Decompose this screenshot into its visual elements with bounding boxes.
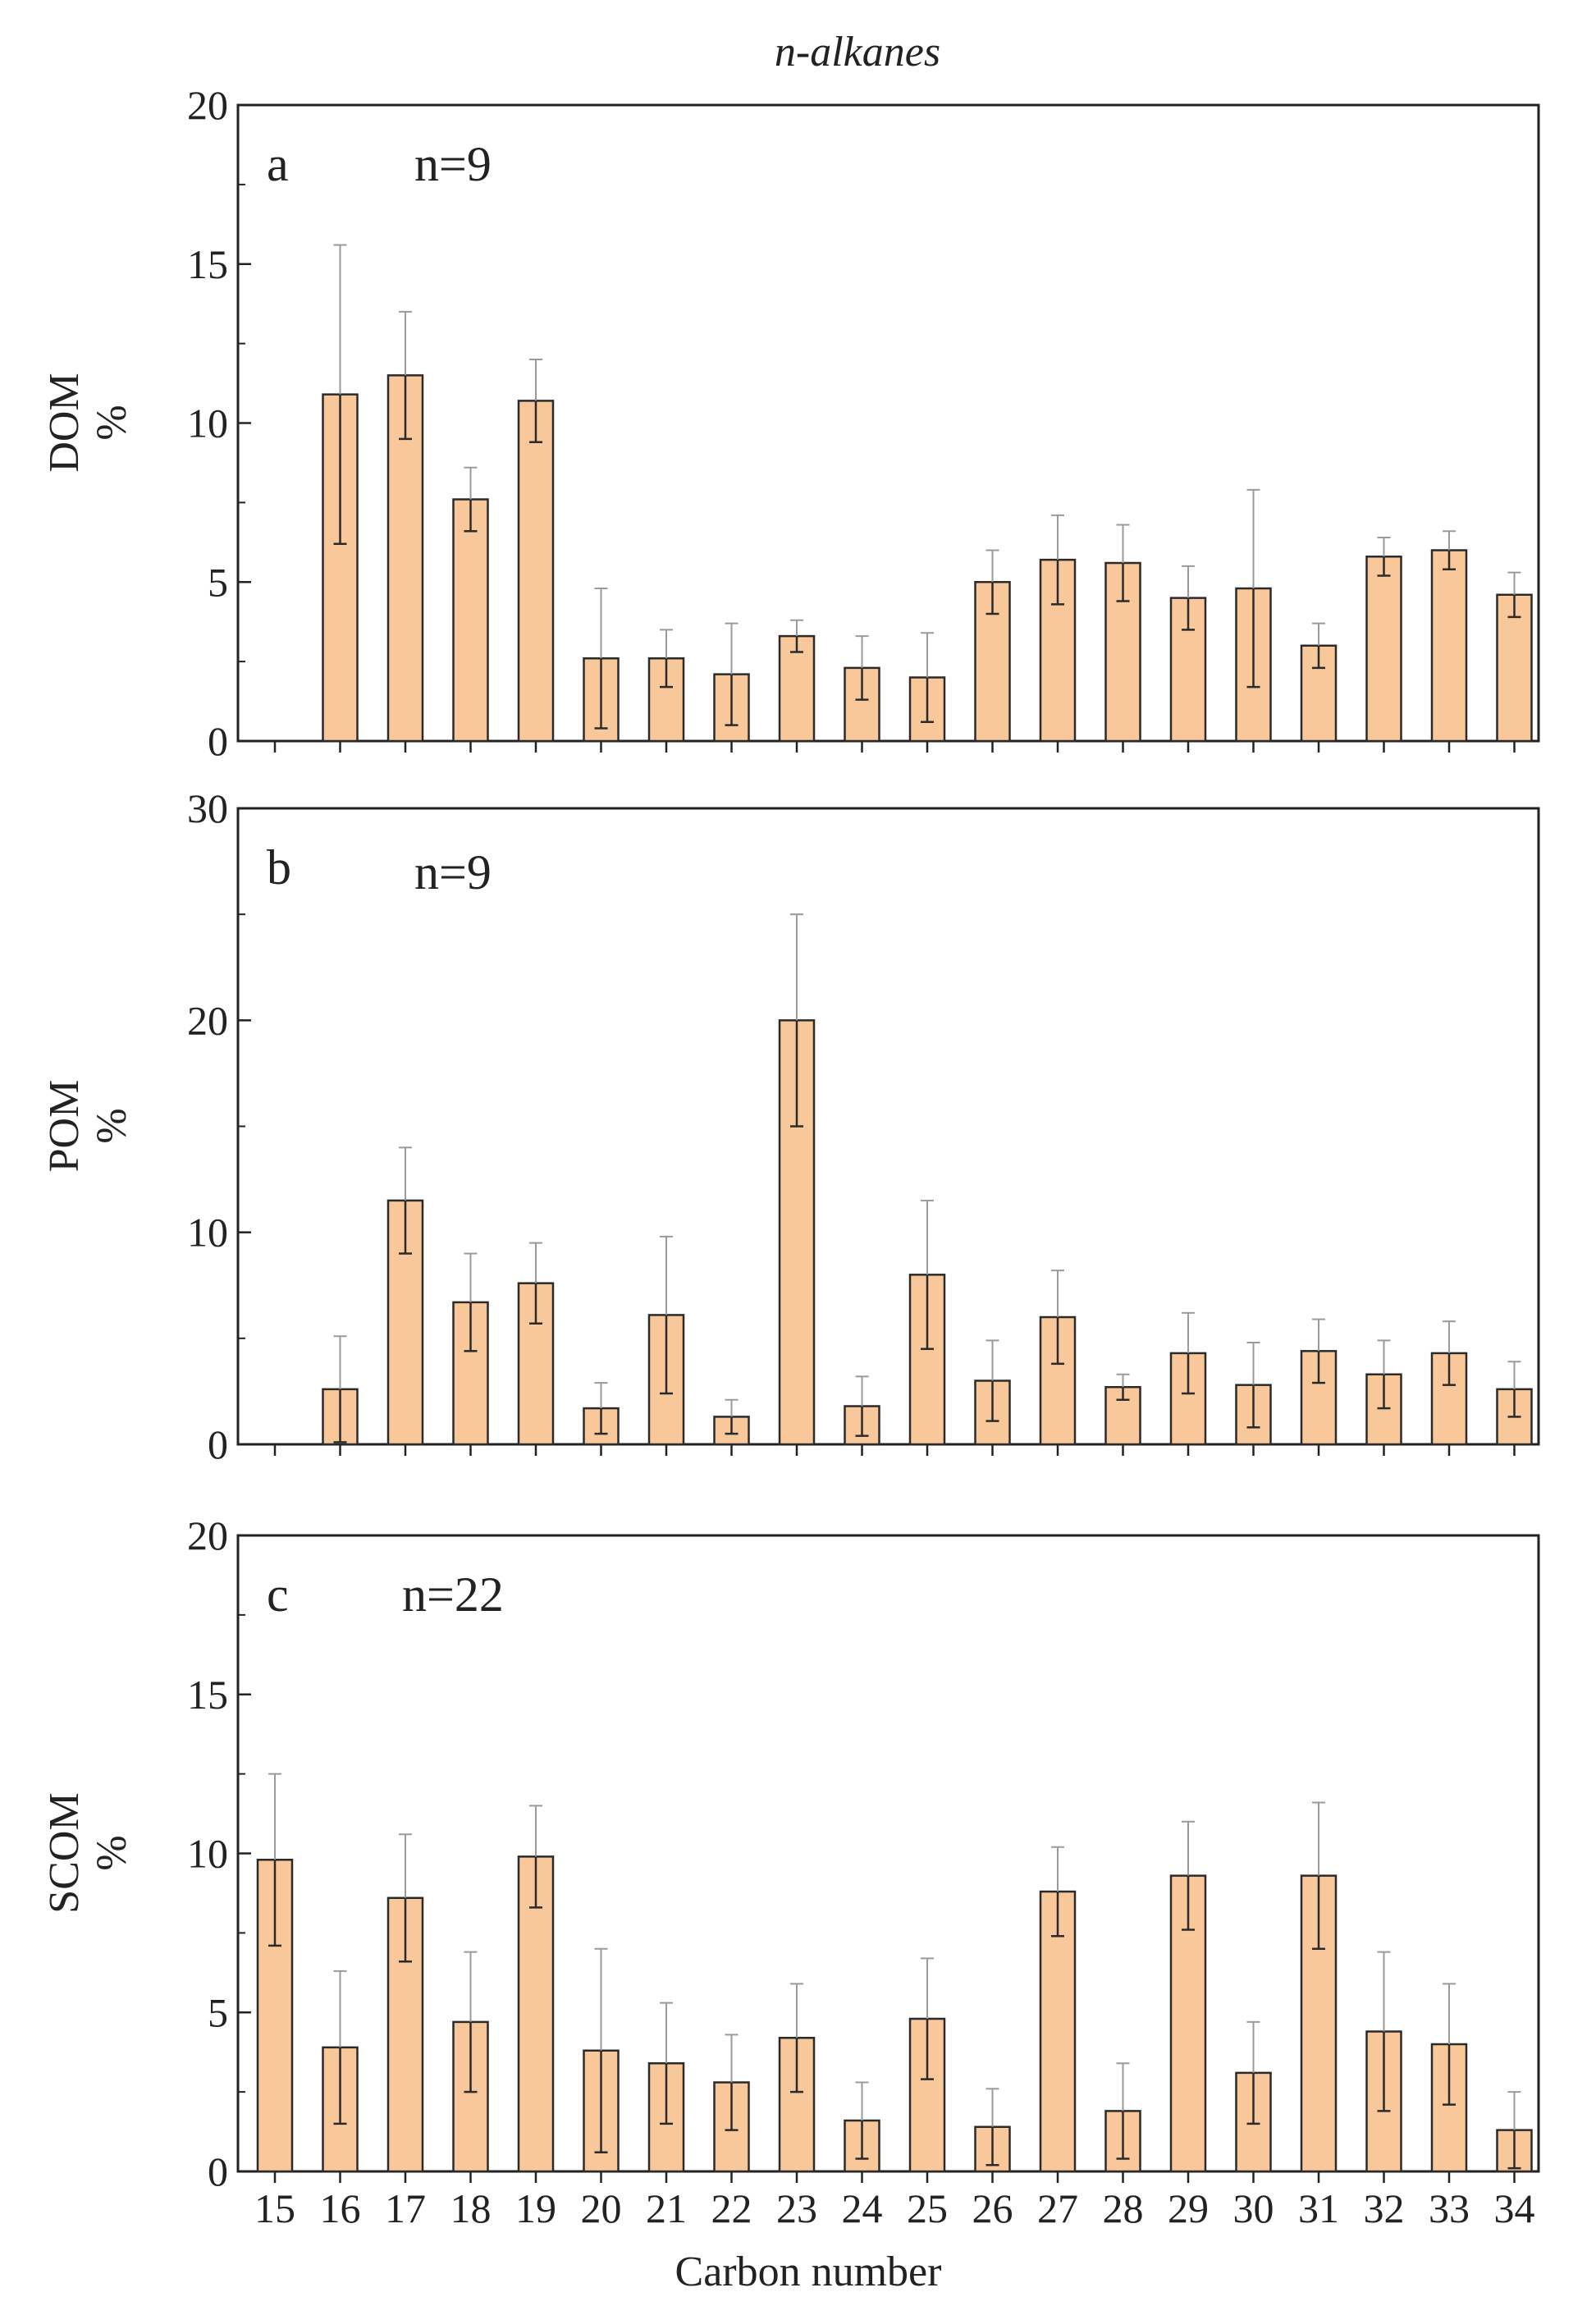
panel-b: b n=9 POM % 0 10 20 30 — [41, 785, 1540, 1467]
y-tick-label: 20 — [187, 997, 228, 1043]
x-tick-label: 20 — [581, 2185, 622, 2231]
x-tick-label: 28 — [1103, 2185, 1144, 2231]
y-tick-label: 20 — [187, 1512, 228, 1558]
y-tick-label: 0 — [208, 718, 228, 764]
x-tick-label: 27 — [1037, 2185, 1078, 2231]
x-tick-label: 25 — [907, 2185, 948, 2231]
panel-a-letter: a — [267, 137, 289, 191]
bar-c19 — [517, 400, 555, 743]
y-tick-label: 5 — [208, 1989, 228, 2035]
y-tick-label: 15 — [187, 1672, 228, 1718]
y-tick-label: 0 — [208, 1421, 228, 1467]
panel-c-ylabel-line1: SCOM — [41, 1792, 88, 1913]
x-axis-label: Carbon number — [675, 2249, 942, 2295]
panel-a-ylabel: DOM % — [41, 373, 135, 472]
panel-a-n-label: n=9 — [414, 137, 492, 191]
y-tick-label: 10 — [187, 400, 228, 446]
panel-c-marks: 0 5 10 15 20 15 16 17 18 19 20 21 22 23 24 25 26 27 28 29 30… — [187, 1512, 1535, 2231]
bar-c17 — [386, 374, 424, 743]
x-tick-label: 30 — [1233, 2185, 1274, 2231]
x-tick-label: 18 — [450, 2185, 492, 2231]
panel-b-n-label: n=9 — [414, 845, 492, 899]
y-tick-label: 0 — [208, 2148, 228, 2194]
x-tick-label: 17 — [385, 2185, 426, 2231]
x-tick-label: 31 — [1298, 2185, 1339, 2231]
panel-b-ylabel-line2: % — [89, 1108, 135, 1143]
x-tick-label: 24 — [842, 2185, 883, 2231]
bar-c18 — [452, 498, 489, 743]
y-tick-label: 30 — [187, 785, 228, 831]
panel-a-ylabel-line2: % — [89, 405, 135, 440]
x-tick-label: 16 — [320, 2185, 361, 2231]
bar-c19 — [517, 1855, 555, 2173]
panel-a-marks: 0 5 10 15 20 — [187, 82, 1533, 764]
x-tick-label: 22 — [711, 2185, 752, 2231]
y-tick-label: 10 — [187, 1210, 228, 1256]
panel-c: c n=22 SCOM % 0 5 10 15 20 15 16 17 18 19 20 21 22 23… — [41, 1512, 1540, 2295]
bar-c23 — [778, 634, 816, 743]
panel-c-ylabel-line2: % — [89, 1835, 135, 1870]
panel-a-ylabel-line1: DOM — [41, 373, 88, 472]
panel-c-n-label: n=22 — [402, 1567, 504, 1622]
panel-b-ylabel: POM % — [41, 1080, 135, 1173]
x-tick-label: 33 — [1429, 2185, 1470, 2231]
x-tick-label: 29 — [1168, 2185, 1209, 2231]
x-tick-label: 19 — [515, 2185, 556, 2231]
panel-b-ylabel-line1: POM — [41, 1080, 88, 1173]
x-tick-label: 34 — [1494, 2185, 1535, 2231]
panel-c-frame — [236, 1534, 1540, 2173]
bar-c31 — [1300, 644, 1338, 743]
panel-b-frame — [236, 807, 1540, 1446]
panel-a-frame — [236, 103, 1540, 743]
x-tick-label: 26 — [972, 2185, 1013, 2231]
x-tick-label: 32 — [1364, 2185, 1405, 2231]
panel-b-letter: b — [267, 840, 291, 894]
panel-c-ylabel: SCOM % — [41, 1792, 135, 1913]
x-tick-label: 21 — [646, 2185, 687, 2231]
y-tick-label: 10 — [187, 1831, 228, 1877]
y-tick-label: 20 — [187, 82, 228, 128]
bar-c32 — [1365, 556, 1402, 743]
x-tick-label: 15 — [254, 2185, 295, 2231]
chart-title: n-alkanes — [775, 29, 940, 75]
panel-c-letter: c — [267, 1567, 289, 1622]
panel-b-marks: 0 10 20 30 — [187, 785, 1533, 1467]
panel-a: a n=9 DOM % 0 5 10 15 20 — [41, 82, 1540, 764]
y-tick-label: 5 — [208, 559, 228, 605]
y-tick-label: 15 — [187, 241, 228, 287]
x-tick-label: 23 — [776, 2185, 817, 2231]
bar-c33 — [1430, 549, 1468, 743]
